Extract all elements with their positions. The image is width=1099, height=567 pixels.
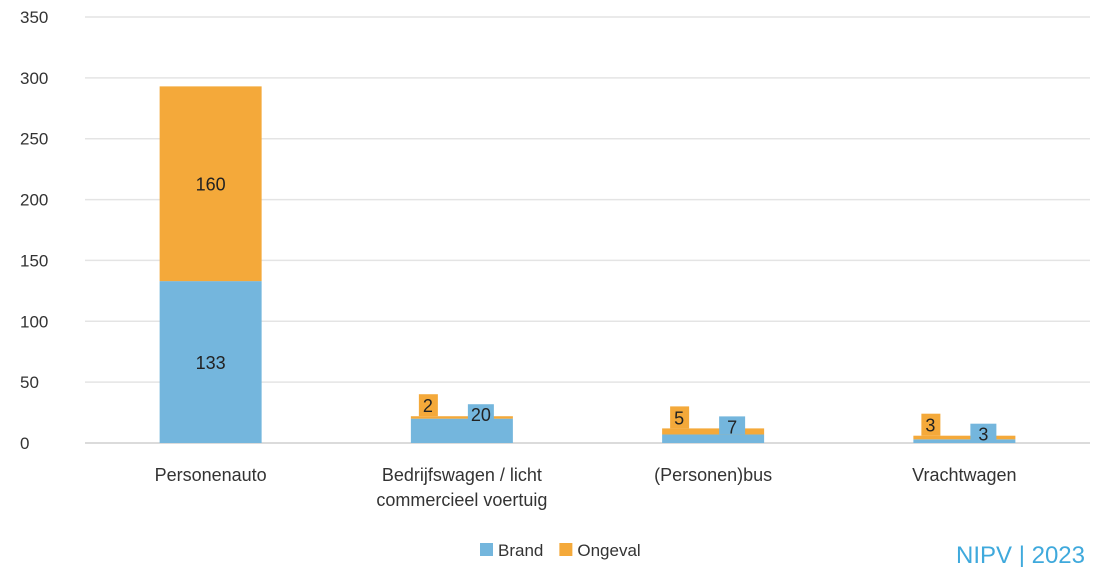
source-credit: NIPV | 2023 — [956, 542, 1085, 567]
bars: 133 160 2 20 5 7 3 3 — [159, 86, 1016, 445]
x-category-label: (Personen)bus — [654, 465, 772, 485]
y-tick-label: 300 — [20, 69, 48, 88]
bar-segment — [410, 416, 513, 419]
data-label-box — [467, 404, 494, 423]
legend-label: Brand — [498, 541, 543, 560]
bar-segment — [662, 428, 765, 435]
legend: Brand Ongeval — [480, 541, 641, 560]
legend-label: Ongeval — [577, 541, 640, 560]
x-axis: Personenauto Bedrijfswagen / licht commerc… — [155, 465, 1017, 510]
y-tick-label: 50 — [20, 373, 39, 392]
x-category-label: Vrachtwagen — [912, 465, 1016, 485]
data-label: 5 — [674, 408, 684, 428]
data-label: 7 — [727, 417, 737, 437]
y-tick-label: 100 — [20, 312, 48, 331]
bar-segment — [913, 435, 1016, 440]
legend-swatch — [480, 543, 493, 556]
data-label: 133 — [196, 353, 226, 373]
bar-segment — [159, 281, 262, 443]
data-label: 2 — [423, 396, 433, 416]
data-label-box — [921, 413, 941, 436]
legend-swatch — [559, 543, 573, 556]
x-category-label: Bedrijfswagen / licht — [382, 465, 542, 485]
data-label: 160 — [196, 175, 226, 195]
data-label: 20 — [471, 405, 491, 425]
data-label-box — [719, 416, 746, 435]
bar-segment — [159, 86, 262, 282]
data-label-box — [670, 406, 690, 429]
data-label-box — [970, 423, 997, 442]
bar-segment — [913, 439, 1016, 443]
y-tick-label: 350 — [20, 8, 48, 27]
y-axis: 0 50 100 150 200 250 300 350 — [20, 8, 48, 453]
y-tick-label: 250 — [20, 130, 48, 149]
y-tick-label: 150 — [20, 251, 48, 270]
y-tick-label: 200 — [20, 191, 48, 210]
x-category-label: commercieel voertuig — [376, 490, 547, 510]
y-tick-label: 0 — [20, 434, 29, 453]
data-label-box — [418, 394, 438, 417]
data-label: 3 — [925, 416, 935, 436]
x-category-label: Personenauto — [155, 465, 267, 485]
bar-segment — [662, 434, 765, 443]
bar-segment — [410, 418, 513, 443]
data-label: 3 — [978, 425, 988, 445]
